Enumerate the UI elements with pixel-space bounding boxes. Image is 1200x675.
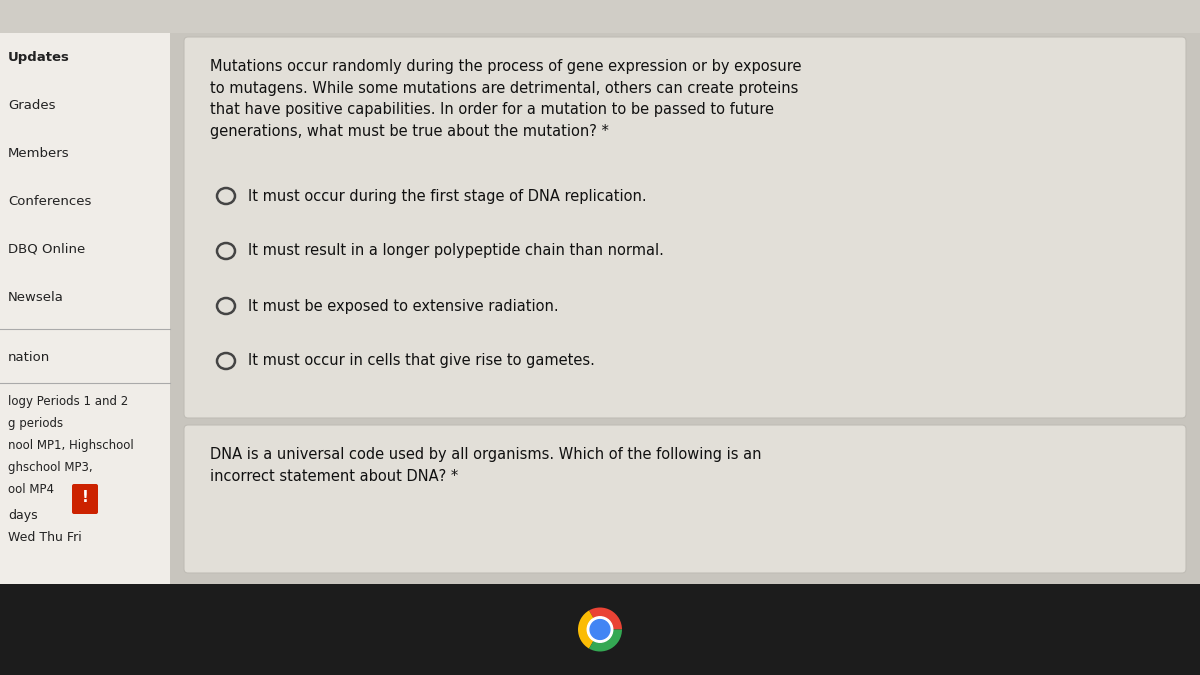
Text: ool MP4: ool MP4 (8, 483, 54, 496)
FancyBboxPatch shape (170, 0, 1200, 33)
FancyBboxPatch shape (170, 0, 1200, 584)
Text: nool MP1, Highschool: nool MP1, Highschool (8, 439, 133, 452)
Wedge shape (589, 608, 622, 630)
Text: Members: Members (8, 147, 70, 160)
Wedge shape (578, 610, 600, 649)
Text: Conferences: Conferences (8, 195, 91, 208)
Text: days: days (8, 509, 37, 522)
Text: DNA is a universal code used by all organisms. Which of the following is an
inco: DNA is a universal code used by all orga… (210, 447, 762, 483)
Text: DBQ Online: DBQ Online (8, 243, 85, 256)
Circle shape (590, 620, 610, 639)
Text: It must be exposed to extensive radiation.: It must be exposed to extensive radiatio… (248, 298, 559, 313)
Text: It must occur in cells that give rise to gametes.: It must occur in cells that give rise to… (248, 354, 595, 369)
Wedge shape (589, 630, 622, 651)
Text: Wed Thu Fri: Wed Thu Fri (8, 531, 82, 544)
FancyBboxPatch shape (0, 0, 170, 584)
FancyBboxPatch shape (184, 37, 1186, 418)
Text: g periods: g periods (8, 417, 64, 430)
Circle shape (587, 617, 613, 642)
Text: nation: nation (8, 351, 50, 364)
FancyBboxPatch shape (184, 425, 1186, 573)
FancyBboxPatch shape (72, 484, 98, 514)
Text: Updates: Updates (8, 51, 70, 64)
Text: !: ! (82, 491, 89, 506)
Text: Mutations occur randomly during the process of gene expression or by exposure
to: Mutations occur randomly during the proc… (210, 59, 802, 139)
FancyBboxPatch shape (0, 0, 170, 33)
Text: Newsela: Newsela (8, 291, 64, 304)
Text: logy Periods 1 and 2: logy Periods 1 and 2 (8, 395, 128, 408)
Text: It must occur during the first stage of DNA replication.: It must occur during the first stage of … (248, 188, 647, 203)
Text: ghschool MP3,: ghschool MP3, (8, 461, 92, 474)
Text: Grades: Grades (8, 99, 55, 112)
FancyBboxPatch shape (0, 584, 1200, 675)
Text: It must result in a longer polypeptide chain than normal.: It must result in a longer polypeptide c… (248, 244, 664, 259)
